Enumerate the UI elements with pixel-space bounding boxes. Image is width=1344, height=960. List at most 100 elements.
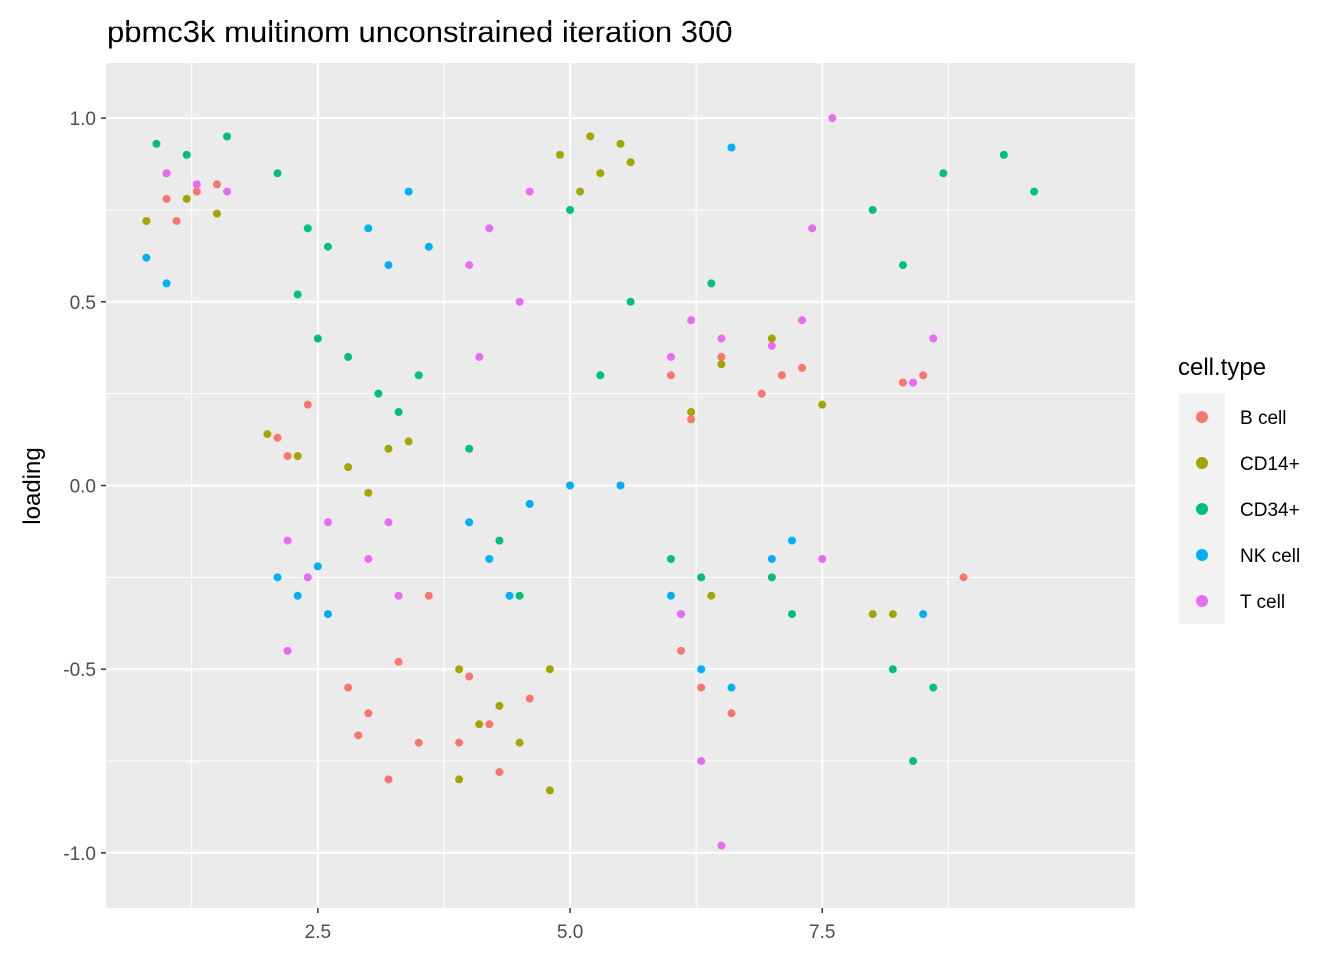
y-axis-ticks: -1.0 -0.5 0.0 0.5 1.0 xyxy=(63,109,106,865)
point-cd14- xyxy=(495,701,504,710)
point-b-cell xyxy=(354,731,363,740)
point-cd34- xyxy=(223,132,232,141)
point-b-cell xyxy=(757,389,766,398)
point-t-cell xyxy=(767,341,776,350)
legend-title: cell.type xyxy=(1178,354,1266,381)
point-cd14- xyxy=(475,720,484,729)
point-cd34- xyxy=(888,665,897,674)
point-cd14- xyxy=(707,591,716,600)
point-nk-cell xyxy=(485,554,494,563)
point-cd14- xyxy=(616,139,625,148)
point-nk-cell xyxy=(788,536,796,545)
point-nk-cell xyxy=(727,683,736,692)
point-cd14- xyxy=(212,209,221,218)
point-cd34- xyxy=(767,573,776,582)
point-cd34- xyxy=(707,279,716,288)
point-t-cell xyxy=(223,187,232,196)
y-tick-label: -1.0 xyxy=(63,844,96,865)
x-tick-label: 5.0 xyxy=(557,922,583,943)
point-nk-cell xyxy=(666,591,675,600)
legend-label: CD34+ xyxy=(1240,500,1300,521)
point-t-cell xyxy=(525,187,534,196)
point-nk-cell xyxy=(162,279,171,288)
point-t-cell xyxy=(384,518,393,527)
point-nk-cell xyxy=(323,610,332,619)
point-t-cell xyxy=(798,316,807,325)
data-points xyxy=(142,114,1039,850)
point-b-cell xyxy=(162,194,171,203)
point-t-cell xyxy=(485,224,494,233)
point-b-cell xyxy=(525,694,534,703)
point-nk-cell xyxy=(525,499,534,508)
point-b-cell xyxy=(192,187,201,196)
point-cd14- xyxy=(344,463,353,472)
point-b-cell xyxy=(273,433,282,442)
point-cd14- xyxy=(767,334,776,343)
point-cd34- xyxy=(939,169,948,178)
point-b-cell xyxy=(798,363,807,372)
point-b-cell xyxy=(919,371,928,380)
point-nk-cell xyxy=(767,554,776,563)
point-cd34- xyxy=(344,352,353,361)
point-t-cell xyxy=(394,591,403,600)
point-b-cell xyxy=(283,452,292,461)
point-b-cell xyxy=(485,720,494,729)
point-cd34- xyxy=(394,408,403,417)
legend: B cell CD14+ CD34+ NK cell T cell xyxy=(1179,394,1300,624)
point-nk-cell xyxy=(465,518,474,527)
point-b-cell xyxy=(495,768,504,777)
point-b-cell xyxy=(777,371,786,380)
point-t-cell xyxy=(697,757,706,766)
point-cd14- xyxy=(515,738,524,747)
point-nk-cell xyxy=(505,591,514,600)
point-b-cell xyxy=(394,657,403,666)
point-b-cell xyxy=(384,775,393,784)
point-cd34- xyxy=(868,205,877,214)
point-t-cell xyxy=(717,841,726,850)
point-cd14- xyxy=(545,786,554,795)
point-nk-cell xyxy=(273,573,282,582)
point-cd14- xyxy=(364,488,373,497)
point-cd34- xyxy=(515,591,524,600)
legend-key-marker xyxy=(1196,549,1208,561)
x-axis-ticks: 2.5 5.0 7.5 xyxy=(305,908,835,943)
point-t-cell xyxy=(283,646,292,655)
point-cd34- xyxy=(323,242,332,251)
point-t-cell xyxy=(687,316,696,325)
point-t-cell xyxy=(909,378,918,387)
legend-label: T cell xyxy=(1240,592,1285,613)
point-b-cell xyxy=(455,738,464,747)
point-t-cell xyxy=(162,169,171,178)
point-cd34- xyxy=(666,554,675,563)
point-t-cell xyxy=(828,114,837,123)
point-nk-cell xyxy=(616,481,625,490)
point-cd14- xyxy=(142,216,151,225)
point-cd34- xyxy=(596,371,605,380)
y-axis-title: loading xyxy=(19,447,46,524)
legend-key-marker xyxy=(1196,595,1208,607)
point-cd34- xyxy=(697,573,706,582)
point-cd14- xyxy=(586,132,595,141)
point-cd34- xyxy=(788,610,796,619)
point-b-cell xyxy=(303,400,312,409)
point-b-cell xyxy=(677,646,686,655)
point-t-cell xyxy=(666,352,675,361)
point-cd34- xyxy=(626,297,635,306)
point-cd34- xyxy=(182,150,191,159)
point-cd14- xyxy=(868,610,877,619)
x-tick-label: 7.5 xyxy=(809,922,835,943)
point-cd14- xyxy=(545,665,554,674)
point-t-cell xyxy=(303,573,312,582)
point-cd34- xyxy=(293,290,302,299)
point-t-cell xyxy=(929,334,938,343)
point-t-cell xyxy=(475,352,484,361)
legend-label: B cell xyxy=(1240,408,1286,429)
legend-label: CD14+ xyxy=(1240,454,1300,475)
point-b-cell xyxy=(344,683,353,692)
legend-key-marker xyxy=(1196,411,1208,423)
point-t-cell xyxy=(364,554,373,563)
point-cd14- xyxy=(576,187,585,196)
legend-key-marker xyxy=(1196,503,1208,515)
legend-label: NK cell xyxy=(1240,546,1300,567)
